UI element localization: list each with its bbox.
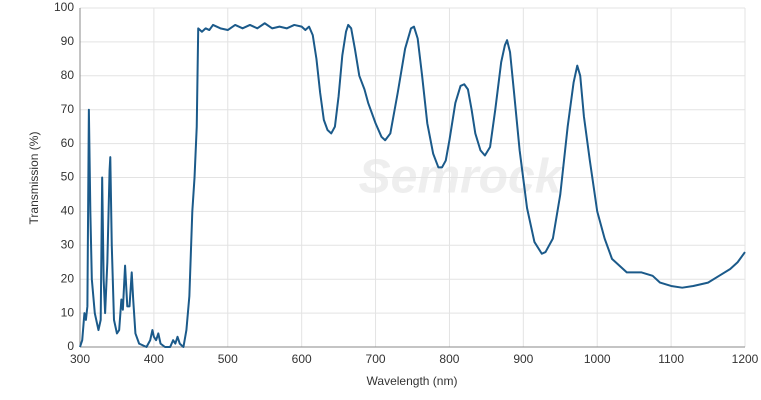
y-tick-label: 0 xyxy=(67,339,74,353)
y-tick-label: 60 xyxy=(61,136,75,150)
x-tick-label: 600 xyxy=(292,352,312,366)
x-tick-label: 1100 xyxy=(658,352,684,366)
y-tick-label: 40 xyxy=(61,204,75,218)
y-tick-label: 10 xyxy=(61,305,75,319)
y-tick-label: 50 xyxy=(61,170,75,184)
x-tick-label: 1200 xyxy=(732,352,759,366)
data-line xyxy=(79,22,746,348)
y-tick-label: 80 xyxy=(61,68,75,82)
x-tick-label: 900 xyxy=(513,352,533,366)
x-tick-label: 500 xyxy=(218,352,238,366)
x-axis-label: Wavelength (nm) xyxy=(367,374,458,388)
y-tick-label: 30 xyxy=(61,237,75,251)
y-tick-label: 70 xyxy=(61,102,75,116)
x-tick-label: 800 xyxy=(439,352,459,366)
x-tick-label: 700 xyxy=(366,352,386,366)
y-tick-label: 90 xyxy=(61,34,75,48)
x-tick-label: 300 xyxy=(70,352,90,366)
x-tick-label: 1000 xyxy=(584,352,611,366)
x-tick-label: 400 xyxy=(144,352,164,366)
y-tick-label: 100 xyxy=(54,0,74,14)
y-axis-label: Transmission (%) xyxy=(27,132,41,225)
y-tick-label: 20 xyxy=(61,271,75,285)
